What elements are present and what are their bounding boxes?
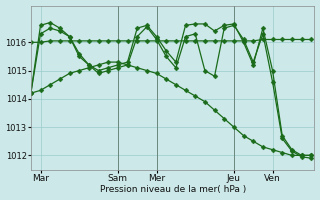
X-axis label: Pression niveau de la mer( hPa ): Pression niveau de la mer( hPa ) [100,185,246,194]
